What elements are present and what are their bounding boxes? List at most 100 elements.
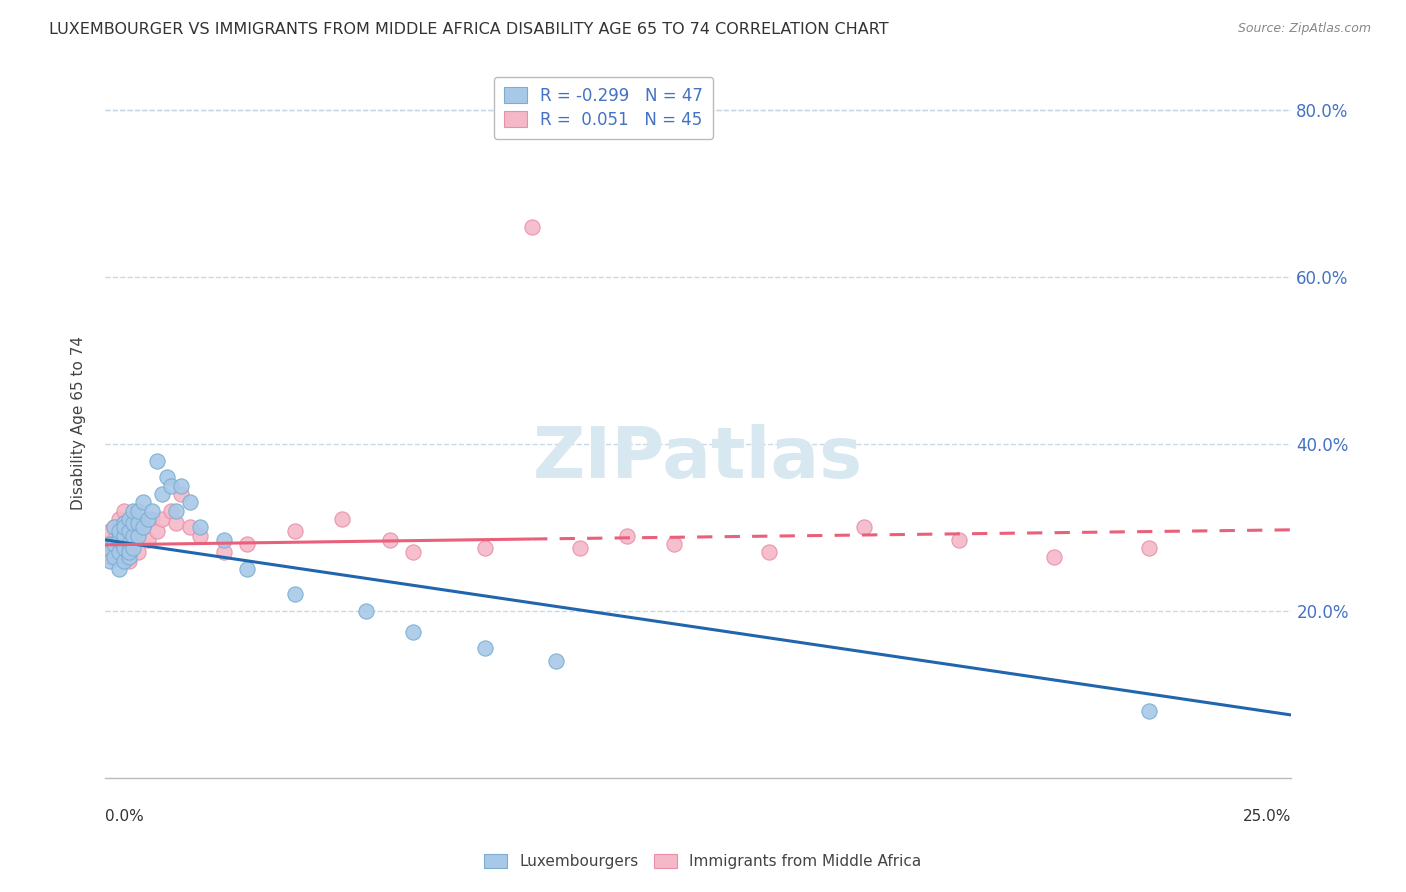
Point	[284, 587, 307, 601]
Point	[1137, 704, 1160, 718]
Point	[179, 495, 201, 509]
Point	[98, 554, 121, 568]
Point	[108, 533, 131, 547]
Point	[112, 520, 135, 534]
Point	[108, 524, 131, 539]
Point	[108, 545, 131, 559]
Point	[146, 453, 169, 467]
Point	[568, 541, 591, 556]
Point	[118, 549, 141, 564]
Point	[112, 529, 135, 543]
Point	[170, 478, 193, 492]
Point	[136, 512, 159, 526]
Point	[118, 554, 141, 568]
Legend: Luxembourgers, Immigrants from Middle Africa: Luxembourgers, Immigrants from Middle Af…	[478, 847, 928, 875]
Point	[122, 503, 145, 517]
Point	[141, 512, 163, 526]
Point	[118, 537, 141, 551]
Point	[122, 541, 145, 556]
Point	[98, 549, 121, 564]
Point	[127, 503, 149, 517]
Text: 25.0%: 25.0%	[1243, 809, 1292, 824]
Point	[284, 524, 307, 539]
Point	[402, 624, 425, 639]
Point	[112, 503, 135, 517]
Point	[118, 524, 141, 539]
Point	[122, 533, 145, 547]
Point	[136, 533, 159, 547]
Point	[108, 562, 131, 576]
Point	[948, 533, 970, 547]
Point	[378, 533, 401, 547]
Text: ZIPatlas: ZIPatlas	[533, 424, 863, 493]
Point	[103, 545, 125, 559]
Point	[112, 533, 135, 547]
Point	[544, 654, 567, 668]
Point	[165, 516, 187, 530]
Point	[122, 516, 145, 530]
Point	[118, 524, 141, 539]
Text: Source: ZipAtlas.com: Source: ZipAtlas.com	[1237, 22, 1371, 36]
Point	[103, 533, 125, 547]
Point	[118, 545, 141, 559]
Point	[103, 520, 125, 534]
Point	[127, 516, 149, 530]
Point	[188, 529, 211, 543]
Point	[112, 554, 135, 568]
Point	[132, 520, 155, 534]
Point	[127, 529, 149, 543]
Point	[165, 503, 187, 517]
Point	[103, 549, 125, 564]
Point	[112, 541, 135, 556]
Point	[122, 512, 145, 526]
Point	[132, 520, 155, 534]
Point	[474, 541, 496, 556]
Point	[156, 470, 179, 484]
Point	[98, 524, 121, 539]
Point	[160, 503, 183, 517]
Point	[188, 520, 211, 534]
Point	[108, 524, 131, 539]
Point	[616, 529, 638, 543]
Point	[1043, 549, 1066, 564]
Point	[212, 533, 235, 547]
Legend: R = -0.299   N = 47, R =  0.051   N = 45: R = -0.299 N = 47, R = 0.051 N = 45	[494, 77, 713, 138]
Point	[1137, 541, 1160, 556]
Point	[122, 529, 145, 543]
Point	[98, 537, 121, 551]
Point	[330, 512, 353, 526]
Point	[664, 537, 686, 551]
Point	[170, 487, 193, 501]
Point	[758, 545, 780, 559]
Point	[160, 478, 183, 492]
Point	[236, 537, 259, 551]
Point	[212, 545, 235, 559]
Text: 0.0%: 0.0%	[105, 809, 143, 824]
Point	[520, 220, 543, 235]
Point	[141, 503, 163, 517]
Point	[103, 520, 125, 534]
Point	[118, 512, 141, 526]
Point	[108, 512, 131, 526]
Point	[853, 520, 876, 534]
Point	[108, 545, 131, 559]
Point	[127, 545, 149, 559]
Point	[103, 537, 125, 551]
Point	[127, 524, 149, 539]
Point	[112, 516, 135, 530]
Point	[474, 641, 496, 656]
Point	[98, 537, 121, 551]
Point	[132, 495, 155, 509]
Text: LUXEMBOURGER VS IMMIGRANTS FROM MIDDLE AFRICA DISABILITY AGE 65 TO 74 CORRELATIO: LUXEMBOURGER VS IMMIGRANTS FROM MIDDLE A…	[49, 22, 889, 37]
Point	[98, 545, 121, 559]
Point	[179, 520, 201, 534]
Point	[150, 487, 173, 501]
Point	[236, 562, 259, 576]
Point	[118, 541, 141, 556]
Point	[402, 545, 425, 559]
Point	[354, 604, 377, 618]
Point	[150, 512, 173, 526]
Point	[112, 516, 135, 530]
Point	[146, 524, 169, 539]
Y-axis label: Disability Age 65 to 74: Disability Age 65 to 74	[72, 336, 86, 510]
